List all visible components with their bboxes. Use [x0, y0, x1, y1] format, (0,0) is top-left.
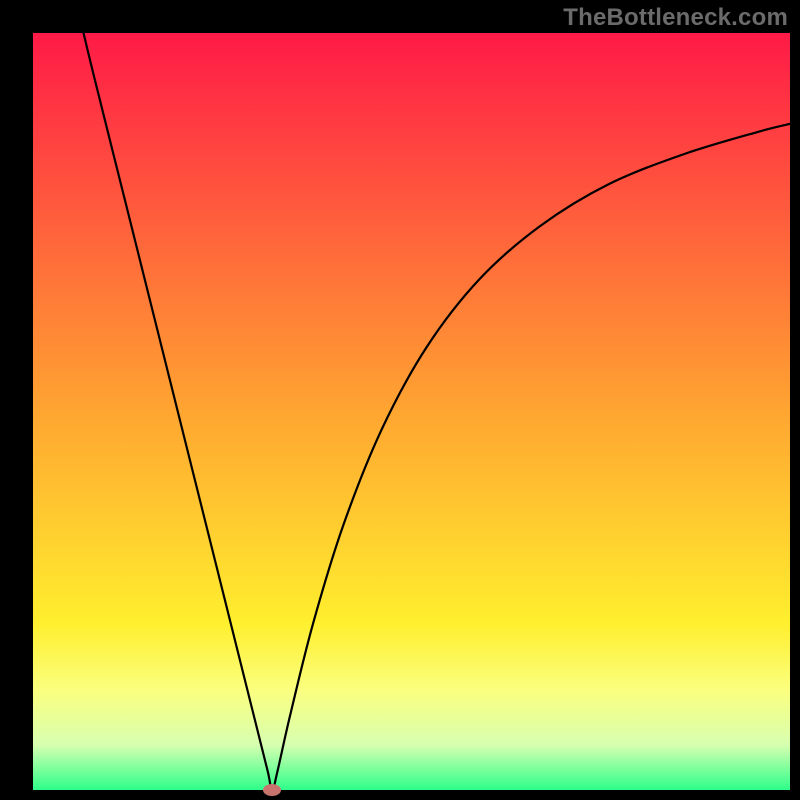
chart-container: TheBottleneck.com [0, 0, 800, 800]
curve-path [71, 33, 790, 790]
plot-area [33, 33, 790, 790]
bottleneck-curve [33, 33, 790, 790]
minimum-marker [263, 784, 281, 796]
watermark-text: TheBottleneck.com [563, 4, 788, 32]
